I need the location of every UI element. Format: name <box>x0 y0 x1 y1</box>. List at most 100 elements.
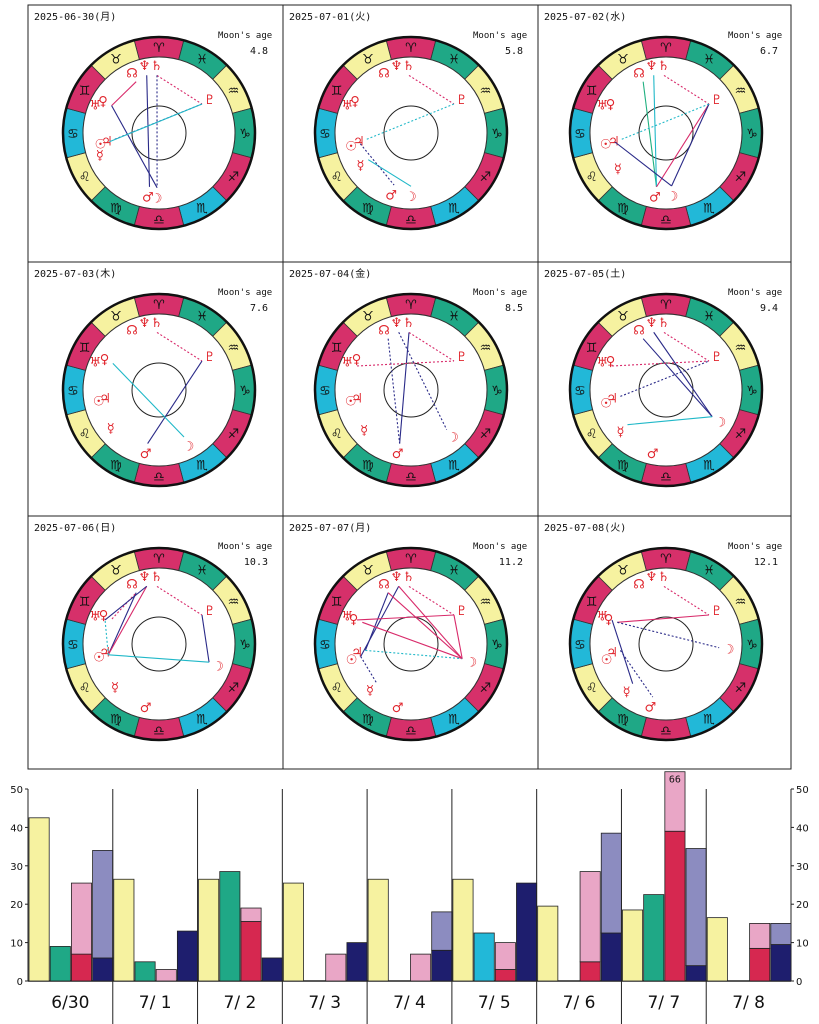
x-tick-label: 7/ 1 <box>139 993 172 1013</box>
bar <box>282 882 304 982</box>
aspect-line <box>104 619 109 655</box>
zodiac-sign-icon: ♑ <box>491 127 503 142</box>
aspect-line <box>453 614 463 659</box>
planet-pluto-icon: ♇ <box>204 350 216 365</box>
planet-uranus-icon: ♅ <box>341 610 353 625</box>
aspect-line <box>112 362 185 438</box>
moon-age-label: Moon's age <box>473 288 527 298</box>
zodiac-sign-icon: ♒ <box>480 595 492 610</box>
planet-uranus-icon: ♅ <box>89 610 101 625</box>
moon-age-label: Moon's age <box>218 542 272 552</box>
zodiac-sign-icon: ♍ <box>362 712 374 727</box>
planet-node-icon: ☊ <box>378 323 390 338</box>
planet-neptune-icon: ♆ <box>391 59 403 74</box>
planet-mars-icon: ♂ <box>645 701 657 716</box>
planet-pluto-icon: ♇ <box>456 350 468 365</box>
y-tick-label-right: 30 <box>796 862 809 873</box>
bar <box>325 953 347 982</box>
zodiac-sign-icon: ♍ <box>362 458 374 473</box>
zodiac-sign-icon: ♓ <box>448 310 460 325</box>
planet-mars-icon: ♂ <box>392 701 404 716</box>
planet-pluto-icon: ♇ <box>711 604 723 619</box>
moon-age-value: 12.1 <box>754 557 778 568</box>
zodiac-sign-icon: ♉ <box>110 564 122 579</box>
earth-circle <box>131 616 187 672</box>
aspect-line <box>642 338 713 418</box>
x-tick-label: 7/ 4 <box>393 993 426 1013</box>
zodiac-sign-icon: ♍ <box>110 458 122 473</box>
bar <box>516 882 538 982</box>
zodiac-sign-icon: ♏ <box>703 712 715 727</box>
planet-uranus-icon: ♅ <box>89 356 101 371</box>
chart-date: 2025-06-30(月) <box>34 11 116 23</box>
zodiac-sign-icon: ♏ <box>703 201 715 216</box>
zodiac-sign-icon: ♎ <box>153 213 165 228</box>
planet-node-icon: ☊ <box>633 577 645 592</box>
planet-neptune-icon: ♆ <box>646 316 658 331</box>
planet-uranus-icon: ♅ <box>341 99 353 114</box>
y-tick-label-left: 30 <box>10 862 23 873</box>
zodiac-sign-icon: ♌ <box>586 681 598 696</box>
bar <box>49 946 71 982</box>
zodiac-ring-inner <box>82 313 236 467</box>
earth-circle <box>638 362 694 418</box>
planet-neptune-icon: ♆ <box>139 570 151 585</box>
zodiac-ring-outer <box>313 35 509 231</box>
zodiac-sign-icon: ♈ <box>405 552 417 567</box>
bar-segment <box>579 961 601 982</box>
aspect-line <box>653 331 713 417</box>
zodiac-sign-icon: ♊ <box>586 84 598 99</box>
zodiac-sign-icon: ♐ <box>228 681 240 696</box>
planet-saturn-icon: ♄ <box>151 316 163 331</box>
zodiac-ring-outer <box>568 292 764 488</box>
planet-mercury-icon: ☿ <box>360 423 368 438</box>
chart-date: 2025-07-03(木) <box>34 268 116 280</box>
bar-segment <box>770 923 792 945</box>
bar-segment <box>685 965 707 982</box>
zodiac-sign-icon: ♈ <box>153 552 165 567</box>
aspect-line <box>663 331 710 362</box>
zodiac-sign-icon: ♓ <box>448 564 460 579</box>
zodiac-sign-icon: ♉ <box>617 310 629 325</box>
zodiac-ring-outer <box>61 546 257 742</box>
bar-segment <box>431 911 453 951</box>
earth-circle <box>638 616 694 672</box>
zodiac-sign-icon: ♋ <box>67 638 79 653</box>
aspect-line <box>663 74 710 105</box>
moon-age-value: 7.6 <box>250 303 268 314</box>
moon-age-value: 4.8 <box>250 46 268 57</box>
aspect-line <box>367 159 412 187</box>
zodiac-sign-icon: ♌ <box>79 427 91 442</box>
planet-pluto-icon: ♇ <box>204 604 216 619</box>
bar-segment <box>600 832 622 934</box>
moon-age-value: 11.2 <box>499 557 523 568</box>
zodiac-sign-icon: ♍ <box>110 201 122 216</box>
bar-segment <box>92 850 114 959</box>
aspect-line <box>614 141 672 187</box>
y-tick-label-right: 20 <box>796 900 809 911</box>
planet-jupiter-icon: ♃ <box>351 392 363 407</box>
planet-moon-icon: ☽ <box>212 660 224 675</box>
bar <box>155 969 177 982</box>
planet-saturn-icon: ♄ <box>151 570 163 585</box>
planet-pluto-icon: ♇ <box>456 604 468 619</box>
planet-node-icon: ☊ <box>126 577 138 592</box>
horoscope-chart: 2025-06-30(月) Moon's age 4.8 ♈ ♓ ♒ ♑ ♐ ♏ ♎ ♍ ♌ ♋ ♊ ♉ ☊♆… <box>34 11 272 231</box>
zodiac-sign-icon: ♊ <box>331 595 343 610</box>
bar <box>261 957 283 982</box>
zodiac-ring-outer <box>568 35 764 231</box>
zodiac-sign-icon: ♍ <box>362 201 374 216</box>
bar <box>367 878 389 982</box>
x-tick-label: 7/ 2 <box>224 993 257 1013</box>
planet-neptune-icon: ♆ <box>391 316 403 331</box>
zodiac-sign-icon: ♋ <box>319 127 331 142</box>
moon-age-label: Moon's age <box>473 31 527 41</box>
aspect-line <box>156 585 203 616</box>
chart-date: 2025-07-01(火) <box>289 11 371 23</box>
planet-neptune-icon: ♆ <box>646 570 658 585</box>
aspect-line <box>671 103 710 187</box>
zodiac-sign-icon: ♎ <box>153 724 165 739</box>
zodiac-sign-icon: ♈ <box>660 41 672 56</box>
planet-pluto-icon: ♇ <box>711 350 723 365</box>
planet-saturn-icon: ♄ <box>151 59 163 74</box>
